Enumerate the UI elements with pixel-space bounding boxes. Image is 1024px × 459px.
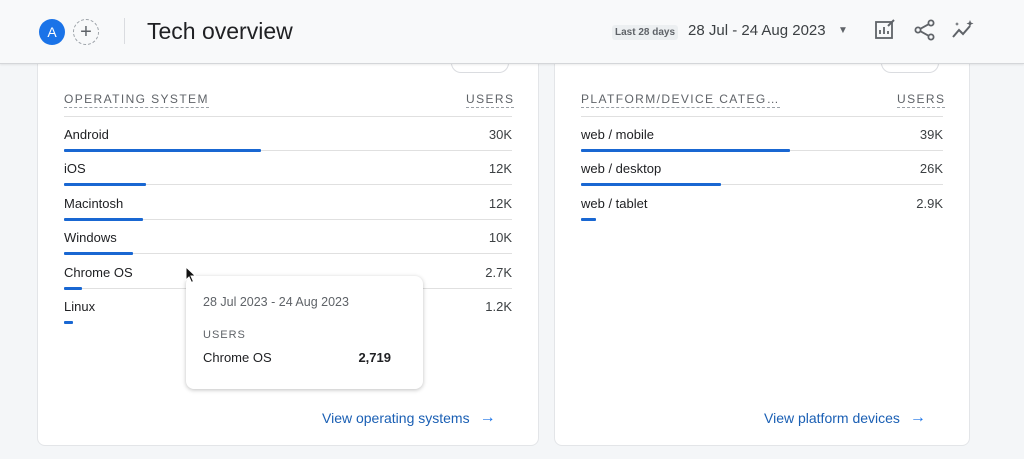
row-label: Windows xyxy=(64,230,117,245)
arrow-right-icon: → xyxy=(479,409,496,426)
divider xyxy=(124,18,125,44)
hover-tooltip: 28 Jul 2023 - 24 Aug 2023 USERS Chrome O… xyxy=(186,276,423,389)
row-value: 39K xyxy=(919,127,943,142)
row-value: 26K xyxy=(919,161,943,176)
table-row[interactable]: iOS 12K xyxy=(64,151,512,186)
value-bar xyxy=(581,183,721,186)
value-bar xyxy=(64,183,146,186)
column-header-users[interactable]: USERS xyxy=(466,92,515,108)
table-row[interactable]: web / mobile 39K xyxy=(581,117,943,152)
column-header-users[interactable]: USERS xyxy=(897,92,946,108)
row-label: Linux xyxy=(64,299,96,314)
link-label: View platform devices xyxy=(764,410,900,426)
insights-icon[interactable] xyxy=(951,18,975,42)
row-label: web / tablet xyxy=(581,196,648,211)
row-divider xyxy=(581,184,943,185)
value-bar xyxy=(64,149,261,152)
table-row[interactable]: Linux 1.2K xyxy=(64,289,512,324)
view-operating-systems-link[interactable]: View operating systems → xyxy=(322,409,496,427)
row-divider xyxy=(64,150,512,151)
chevron-down-icon[interactable]: ▼ xyxy=(838,25,848,36)
row-value: 2.9K xyxy=(916,196,943,211)
row-label: web / mobile xyxy=(581,127,654,142)
table-row[interactable]: Android 30K xyxy=(64,117,512,152)
tooltip-date-range: 28 Jul 2023 - 24 Aug 2023 xyxy=(203,295,349,309)
mouse-cursor-icon xyxy=(185,265,197,289)
report-header: A + Tech overview Last 28 days 28 Jul - … xyxy=(0,0,1024,64)
arrow-right-icon: → xyxy=(909,409,926,426)
row-value: 10K xyxy=(488,230,512,245)
date-preset-label: Last 28 days xyxy=(612,25,679,40)
platform-device-card xyxy=(554,50,970,446)
row-value: 1.2K xyxy=(485,299,512,314)
value-bar xyxy=(64,287,82,290)
share-icon[interactable] xyxy=(913,18,937,42)
avatar[interactable]: A xyxy=(39,19,65,45)
row-divider xyxy=(64,253,512,254)
row-label: Macintosh xyxy=(64,196,124,211)
value-bar xyxy=(64,321,73,324)
row-value: 30K xyxy=(488,127,512,142)
row-label: Chrome OS xyxy=(64,265,133,280)
value-bar xyxy=(581,218,596,221)
value-bar xyxy=(64,218,143,221)
value-bar xyxy=(64,252,133,255)
link-label: View operating systems xyxy=(322,410,470,426)
row-label: Android xyxy=(64,127,109,142)
row-label: iOS xyxy=(64,161,86,176)
column-header-platform-device-category[interactable]: PLATFORM/DEVICE CATEG… xyxy=(581,92,781,108)
row-value: 12K xyxy=(488,196,512,211)
row-value: 2.7K xyxy=(485,265,512,280)
header-divider xyxy=(581,116,943,117)
column-header-operating-system[interactable]: OPERATING SYSTEM xyxy=(64,92,209,108)
tooltip-metric-label: USERS xyxy=(203,329,246,341)
row-value: 12K xyxy=(488,161,512,176)
date-range-picker[interactable]: 28 Jul - 24 Aug 2023 xyxy=(688,22,826,39)
header-divider xyxy=(64,116,512,117)
table-row[interactable]: web / tablet 2.9K xyxy=(581,186,943,221)
row-label: web / desktop xyxy=(581,161,662,176)
row-divider xyxy=(64,184,512,185)
page-title: Tech overview xyxy=(147,18,293,44)
view-platform-devices-link[interactable]: View platform devices → xyxy=(764,409,926,427)
tooltip-metric-value: 2,719 xyxy=(358,350,391,365)
customize-report-icon[interactable] xyxy=(873,18,897,42)
table-row[interactable]: Macintosh 12K xyxy=(64,186,512,221)
add-comparison-button[interactable]: + xyxy=(73,19,99,45)
table-row[interactable]: web / desktop 26K xyxy=(581,151,943,186)
tooltip-dimension-value: Chrome OS xyxy=(203,350,272,365)
value-bar xyxy=(581,149,790,152)
row-divider xyxy=(64,219,512,220)
table-row[interactable]: Windows 10K xyxy=(64,220,512,255)
